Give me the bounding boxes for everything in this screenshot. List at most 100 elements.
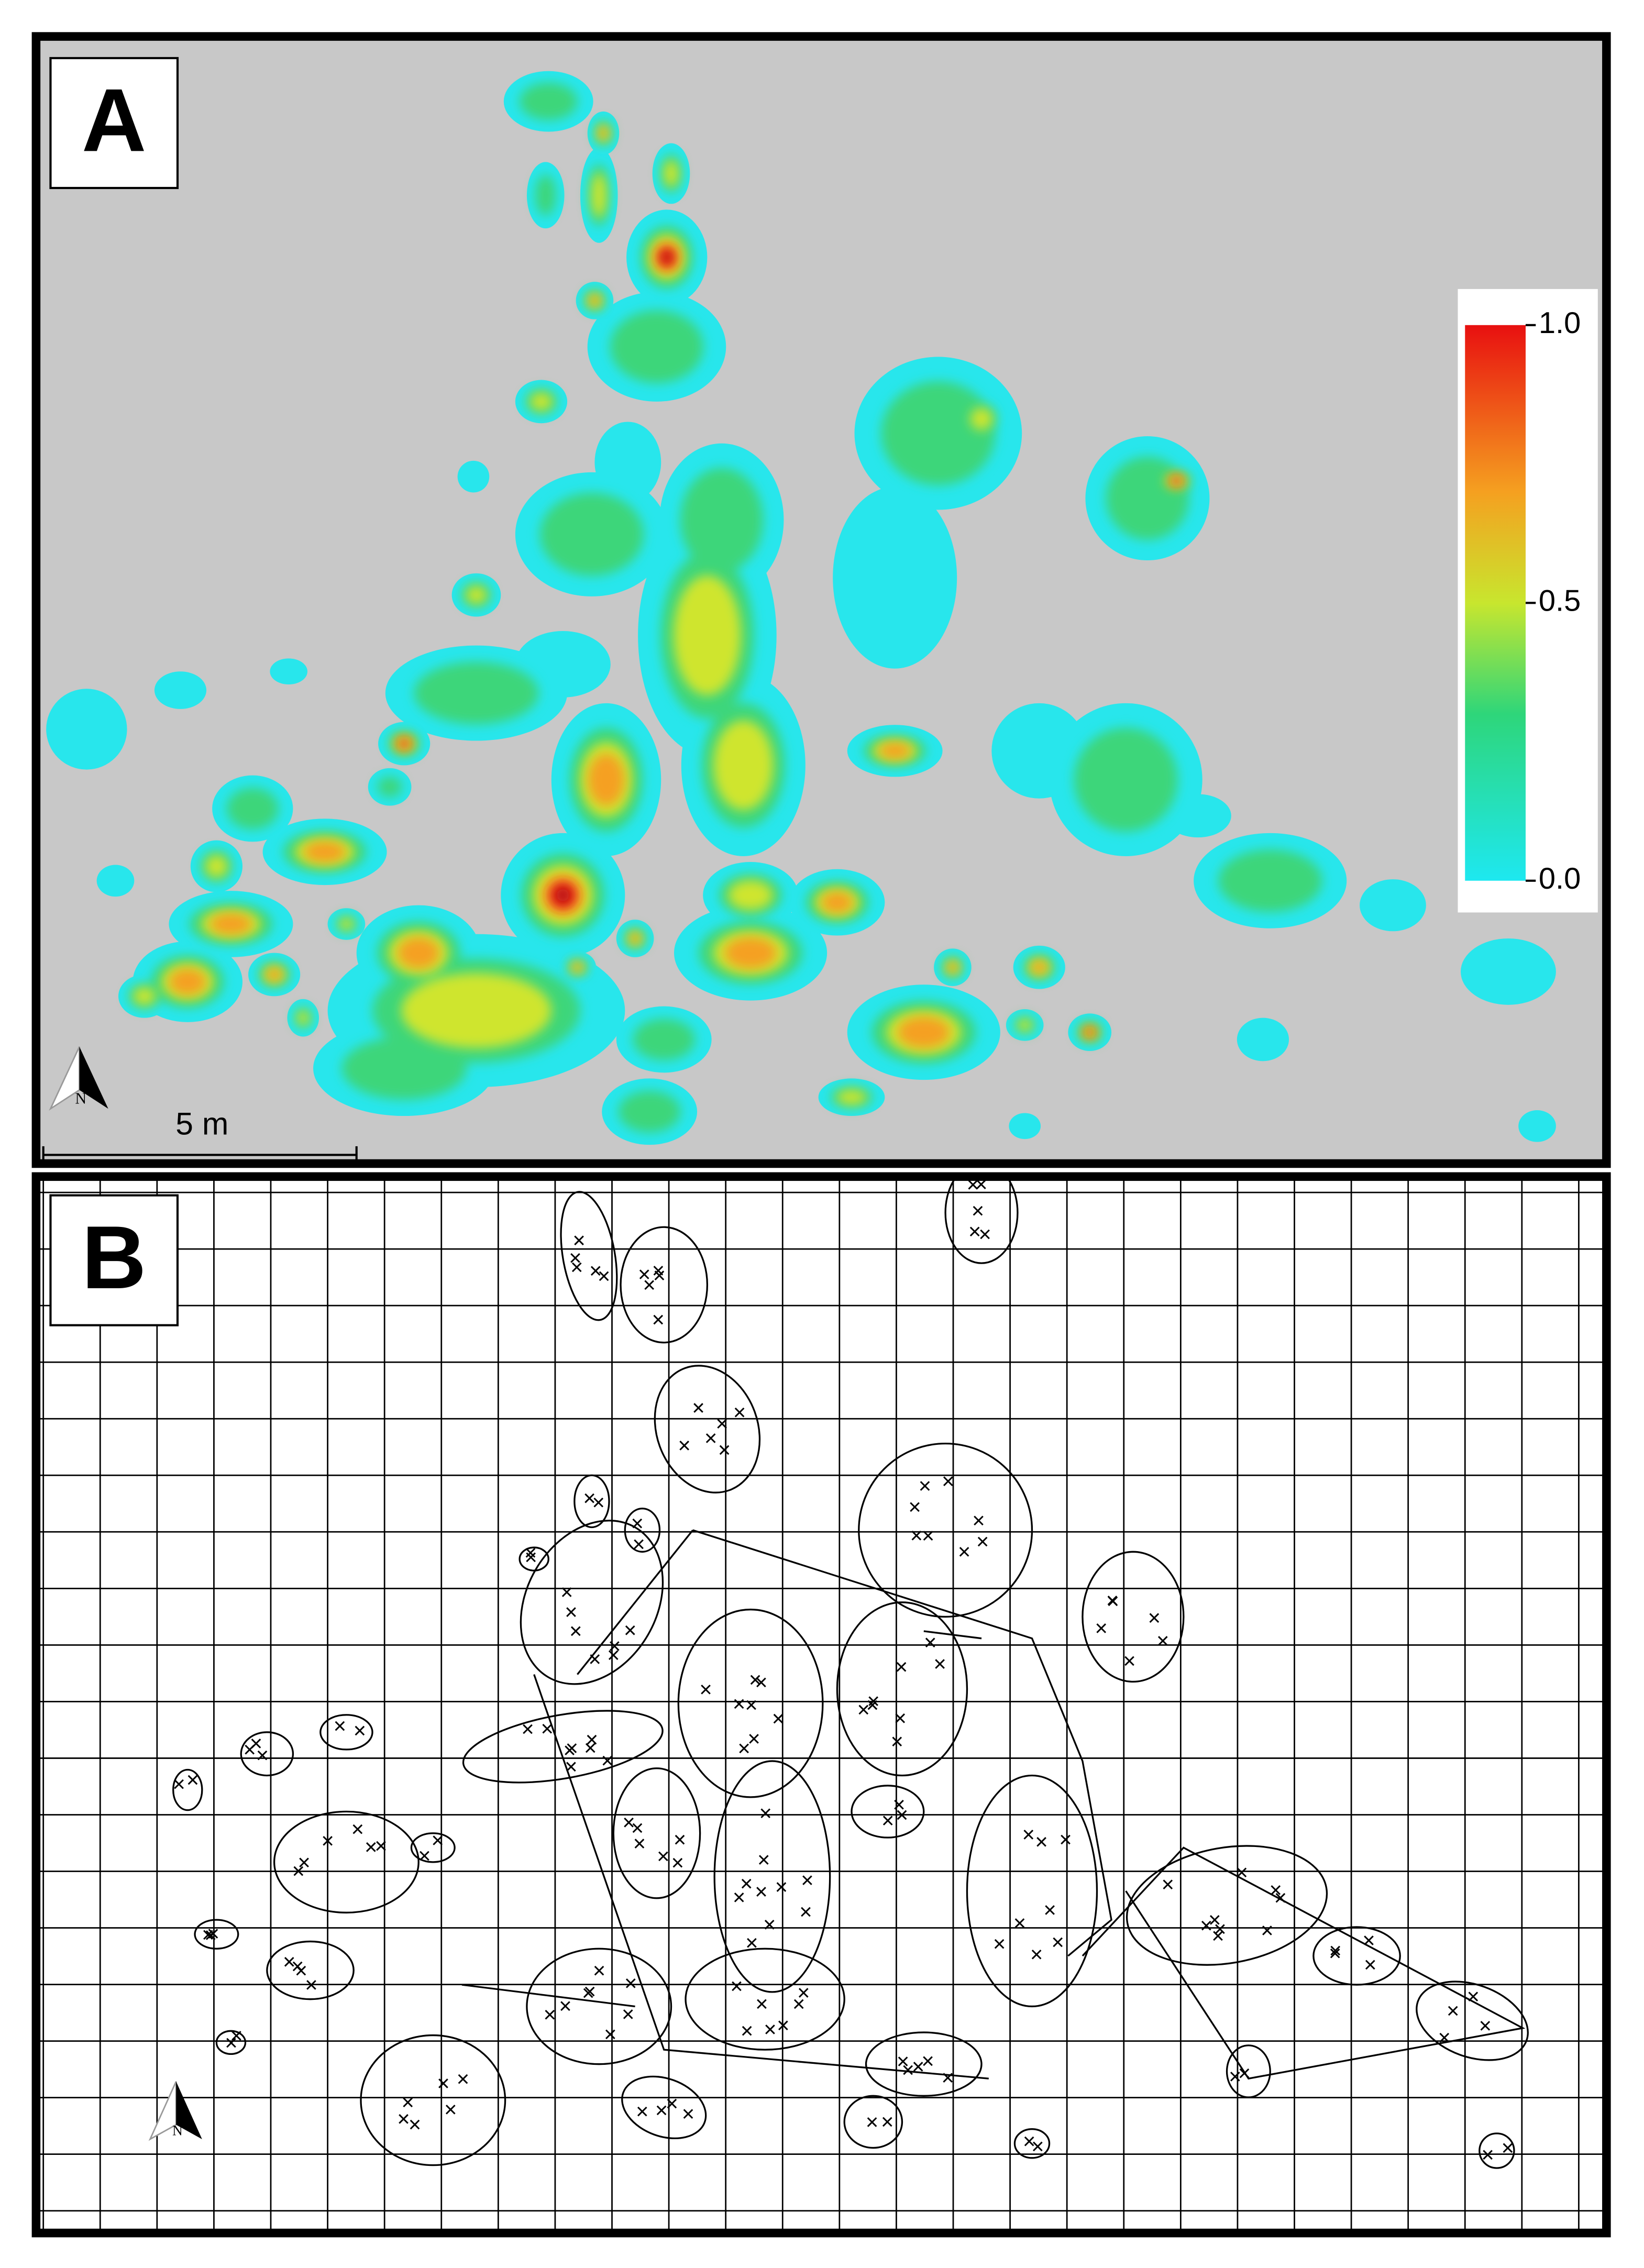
cross-marker <box>634 1539 644 1550</box>
cross-marker <box>892 1736 902 1747</box>
heat-blob <box>535 174 556 216</box>
cross-marker <box>911 1530 922 1541</box>
heat-blob <box>154 671 207 709</box>
heat-blob <box>1360 879 1426 932</box>
link-line <box>461 1984 635 2008</box>
cluster-outline <box>194 1919 239 1950</box>
cluster-outline <box>621 2075 707 2140</box>
north-arrow: N <box>148 2081 202 2141</box>
colorbar-tick-label: 1.0 <box>1539 306 1581 340</box>
heat-blob <box>836 1089 867 1105</box>
cross-marker <box>605 2029 615 2040</box>
cross-marker <box>882 1816 893 1826</box>
cross-marker <box>1330 1945 1341 1956</box>
heat-blob <box>339 918 354 930</box>
cross-marker <box>187 1775 198 1785</box>
heat-blob <box>833 486 957 669</box>
cross-marker <box>778 2020 788 2031</box>
heat-blob <box>591 172 607 218</box>
cross-marker <box>1053 1937 1063 1948</box>
cross-marker <box>1365 1960 1375 1970</box>
link-line <box>533 1674 989 2079</box>
clusters <box>172 1176 1529 2169</box>
cluster-outline <box>1126 1845 1328 1966</box>
cluster-outline <box>273 1810 420 1913</box>
heat-blob <box>947 962 958 973</box>
cross-marker <box>593 1497 604 1508</box>
link-line <box>692 1529 1112 1957</box>
cross-marker <box>802 1875 812 1885</box>
cluster-outline <box>685 1948 845 2051</box>
cross-marker <box>734 1407 745 1418</box>
heat-blob <box>169 968 206 995</box>
cross-marker <box>760 1808 771 1819</box>
cross-marker <box>458 2074 468 2084</box>
cross-marker <box>445 2105 456 2115</box>
cross-marker <box>1480 2021 1491 2031</box>
heat-blob <box>1031 961 1047 974</box>
colorbar-tick-label: 0.5 <box>1539 584 1581 618</box>
cluster-outline <box>1226 2044 1271 2098</box>
cross-marker <box>920 1481 930 1491</box>
cluster-outline <box>1479 2132 1515 2169</box>
cluster-outline <box>410 1832 456 1863</box>
heat-blob <box>1086 1028 1094 1036</box>
panel-label: B <box>82 1208 146 1308</box>
cross-marker <box>895 1713 906 1723</box>
north-arrow: N <box>49 1046 108 1111</box>
panel-label-box <box>49 1194 179 1326</box>
heat-blob <box>1074 727 1178 832</box>
heat-blob <box>589 295 600 306</box>
cross-marker <box>732 1981 742 1992</box>
cross-marker <box>590 1266 601 1276</box>
cross-marker <box>758 1855 769 1865</box>
cross-marker <box>757 1999 767 2009</box>
heat-blob <box>1237 1017 1289 1061</box>
heat-blob <box>46 689 127 770</box>
cross-marker <box>376 1841 386 1851</box>
cross-marker <box>587 1734 597 1745</box>
cross-marker <box>683 2109 693 2119</box>
cross-marker <box>1157 1636 1168 1646</box>
cross-marker <box>1036 1836 1046 1847</box>
heat-blob <box>556 888 570 902</box>
cluster-outline <box>1013 2128 1051 2159</box>
cross-marker <box>566 1762 576 1772</box>
cross-marker <box>693 1403 703 1413</box>
cross-marker <box>974 1515 984 1525</box>
cross-marker <box>205 1930 216 1940</box>
cross-marker <box>756 1887 766 1897</box>
heat-blob <box>226 788 279 829</box>
cross-marker <box>632 1518 643 1529</box>
link-line <box>577 1529 694 1675</box>
cross-marker <box>174 1779 184 1789</box>
panel-b-border <box>31 1172 1611 2238</box>
cross-marker <box>973 1205 983 1216</box>
cluster-outline <box>240 1731 294 1777</box>
cross-marker <box>1330 1948 1340 1959</box>
cluster-outline <box>851 1785 925 1839</box>
heat-blob <box>1171 478 1182 484</box>
heat-blob <box>1017 1019 1033 1031</box>
cross-marker <box>747 1938 757 1948</box>
cross-marker <box>1503 2143 1513 2153</box>
heat-blob <box>515 631 611 698</box>
cross-marker <box>306 1980 316 1990</box>
cross-marker <box>231 2031 241 2041</box>
cross-marker <box>561 1587 572 1597</box>
cluster-outline <box>1416 1981 1529 2061</box>
link-line <box>923 1630 982 1640</box>
cross-marker <box>299 1857 309 1868</box>
cross-marker <box>1262 1926 1272 1935</box>
cross-marker <box>742 2026 752 2036</box>
cross-marker <box>639 1269 649 1279</box>
cross-marker <box>1149 1613 1160 1623</box>
cross-marker <box>574 1235 584 1246</box>
cross-marker <box>739 1743 749 1754</box>
cross-marker <box>545 2009 555 2020</box>
cluster-outline <box>612 1767 701 1899</box>
cross-marker <box>750 1675 760 1685</box>
heat-blob <box>673 575 741 695</box>
cross-marker <box>403 2097 413 2108</box>
cross-marker <box>773 1713 784 1724</box>
